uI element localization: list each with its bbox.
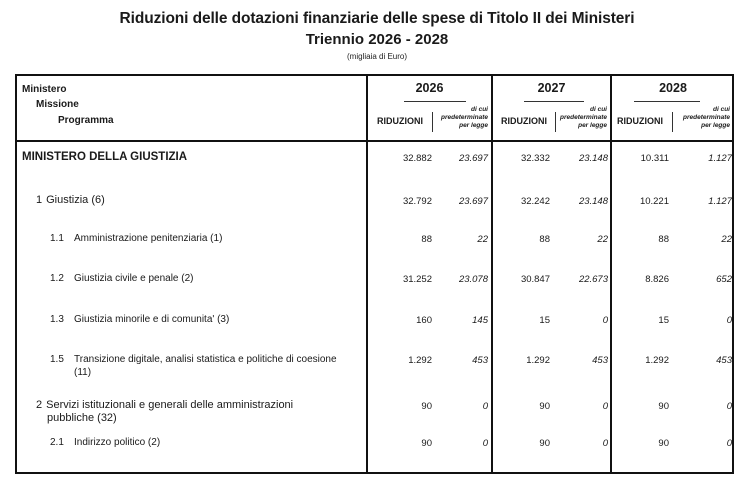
subheader-riduzioni-2026: RIDUZIONI — [377, 116, 423, 126]
subheader-dicui-2028: di cui predeterminate per legge — [683, 106, 730, 129]
row-text: Amministrazione penitenziaria (1) — [74, 233, 223, 244]
reductions-table — [15, 74, 734, 474]
cell-value: 23.148 — [578, 153, 608, 164]
cell-value: 88 — [421, 234, 432, 245]
row-label-programma: 1.1 Amministrazione penitenziaria (1) — [50, 232, 355, 245]
cell-value: 23.078 — [458, 274, 488, 285]
cell-value: 32.332 — [520, 153, 550, 164]
row-label-programma: 1.5 Transizione digitale, analisi statist… — [50, 353, 355, 379]
cell-value: 22 — [477, 234, 488, 245]
subheader-dicui-2026: di cui predeterminate per legge — [441, 106, 488, 129]
cell-value: 32.242 — [520, 196, 550, 207]
cell-value: 30.847 — [520, 274, 550, 285]
cell-value: 90 — [539, 401, 550, 412]
cell-value: 1.292 — [645, 355, 669, 366]
column-divider — [610, 74, 612, 474]
row-code: 1 — [36, 194, 43, 206]
cell-value: 90 — [658, 401, 669, 412]
cell-value: 90 — [421, 438, 432, 449]
row-code: 1.3 — [50, 314, 64, 325]
cell-value: 8.826 — [645, 274, 669, 285]
report-subtitle: Triennio 2026 - 2028 — [305, 31, 449, 48]
year-rule — [634, 101, 700, 102]
cell-value: 15 — [539, 315, 550, 326]
row-label-missione: 2 Servizi istituzionali e generali delle … — [36, 399, 355, 425]
subheader-separator — [672, 112, 673, 132]
cell-value: 0 — [602, 438, 608, 449]
cell-value: 0 — [482, 401, 488, 412]
cell-value: 90 — [421, 401, 432, 412]
cell-value: 32.882 — [402, 153, 432, 164]
subheader-separator — [555, 112, 556, 132]
cell-value: 90 — [539, 438, 550, 449]
row-code: 2.1 — [50, 437, 64, 448]
cell-value: 10.221 — [639, 196, 669, 207]
cell-value: 453 — [592, 355, 608, 366]
row-text: Giustizia civile e penale (2) — [74, 273, 194, 284]
year-rule — [524, 101, 584, 102]
cell-value: 652 — [716, 274, 732, 285]
row-label-missione: 1 Giustizia (6) — [36, 194, 355, 207]
cell-value: 88 — [539, 234, 550, 245]
report-title: Riduzioni delle dotazioni finanziarie de… — [119, 10, 635, 27]
cell-value: 23.148 — [578, 196, 608, 207]
cell-value: 453 — [472, 355, 488, 366]
cell-value: 23.697 — [458, 153, 488, 164]
year-header-2026: 2026 — [415, 81, 444, 95]
row-text-continued: (11) — [74, 367, 92, 378]
year-header-2028: 2028 — [659, 81, 687, 95]
row-code: 2 — [36, 399, 43, 411]
cell-value: 10.311 — [640, 153, 669, 164]
row-text: Giustizia (6) — [46, 194, 105, 206]
unit-note: (migliaia di Euro) — [346, 52, 408, 61]
cell-value: 145 — [472, 315, 488, 326]
row-label-programma: 2.1 Indirizzo politico (2) — [50, 436, 355, 449]
cell-value: 22 — [721, 234, 732, 245]
row-code: 1.5 — [50, 354, 64, 365]
cell-value: 32.792 — [402, 196, 432, 207]
cell-value: 88 — [658, 234, 669, 245]
subheader-riduzioni-2027: RIDUZIONI — [501, 116, 547, 126]
cell-value: 90 — [658, 438, 669, 449]
row-text: Giustizia minorile e di comunita' (3) — [74, 314, 230, 325]
subheader-separator — [432, 112, 433, 132]
row-label-programma: 1.2 Giustizia civile e penale (2) — [50, 272, 355, 285]
cell-value: 1.127 — [708, 196, 732, 207]
subheader-riduzioni-2028: RIDUZIONI — [617, 116, 663, 126]
cell-value: 160 — [416, 315, 432, 326]
row-code: 1.2 — [50, 273, 64, 284]
row-text: Indirizzo politico (2) — [74, 437, 161, 448]
cell-value: 22 — [597, 234, 608, 245]
cell-value: 1.292 — [408, 355, 432, 366]
cell-value: 0 — [726, 401, 732, 412]
cell-value: 0 — [602, 401, 608, 412]
year-rule — [404, 101, 466, 102]
cell-value: 31.252 — [402, 274, 432, 285]
cell-value: 22.673 — [578, 274, 608, 285]
col-label-missione: Missione — [36, 99, 79, 110]
col-label-programma: Programma — [58, 115, 114, 126]
cell-value: 1.127 — [708, 153, 732, 164]
year-header-2027: 2027 — [537, 81, 566, 95]
row-text: Transizione digitale, analisi statistica… — [74, 354, 337, 365]
row-text-continued: pubbliche (32) — [47, 412, 117, 424]
row-text: Servizi istituzionali e generali delle a… — [46, 399, 294, 411]
cell-value: 453 — [716, 355, 732, 366]
cell-value: 0 — [726, 438, 732, 449]
cell-value: 0 — [726, 315, 732, 326]
row-label-programma: 1.3 Giustizia minorile e di comunita' (3) — [50, 313, 355, 326]
row-code: 1.1 — [50, 233, 64, 244]
column-divider — [366, 74, 368, 474]
subheader-dicui-2027: di cui predeterminate per legge — [560, 106, 607, 129]
cell-value: 0 — [482, 438, 488, 449]
row-label-ministero: MINISTERO DELLA GIUSTIZIA — [22, 151, 355, 164]
column-divider — [491, 74, 493, 474]
row-text: MINISTERO DELLA GIUSTIZIA — [22, 151, 188, 163]
cell-value: 15 — [658, 315, 669, 326]
cell-value: 0 — [602, 315, 608, 326]
cell-value: 1.292 — [526, 355, 550, 366]
col-label-ministero: Ministero — [22, 84, 67, 95]
cell-value: 23.697 — [458, 196, 488, 207]
header-divider — [15, 140, 734, 142]
